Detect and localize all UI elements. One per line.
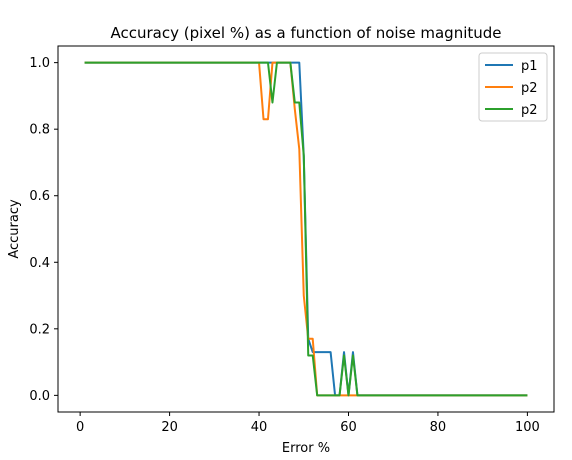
legend-label-p2-orange: p2 [521, 81, 538, 96]
y-axis-label: Accuracy [7, 199, 22, 259]
y-tick-label: 0.2 [29, 322, 50, 337]
y-axis-ticks: 0.0 0.2 0.4 0.6 0.8 1.0 [29, 56, 58, 404]
legend-label-p2-green: p2 [521, 103, 538, 118]
x-tick-label: 60 [340, 420, 357, 435]
legend: p1 p2 p2 [478, 52, 548, 122]
y-tick-label: 0.4 [29, 256, 50, 271]
x-tick-label: 80 [430, 420, 447, 435]
y-tick-label: 0.6 [29, 189, 50, 204]
x-tick-label: 0 [76, 420, 84, 435]
series-layer [84, 61, 528, 397]
chart-title: Accuracy (pixel %) as a function of nois… [110, 24, 501, 42]
x-tick-label: 40 [251, 420, 268, 435]
legend-label-p1: p1 [521, 59, 538, 74]
y-tick-label: 0.0 [29, 389, 50, 404]
y-tick-label: 1.0 [29, 56, 50, 71]
x-tick-label: 20 [161, 420, 178, 435]
x-axis-label: Error % [282, 441, 330, 456]
x-tick-label: 100 [515, 420, 540, 435]
y-tick-label: 0.8 [29, 123, 50, 138]
plot-frame [57, 45, 555, 413]
x-axis-ticks: 0 20 40 60 80 100 [76, 412, 540, 435]
series-line-3-p2 [84, 61, 528, 397]
